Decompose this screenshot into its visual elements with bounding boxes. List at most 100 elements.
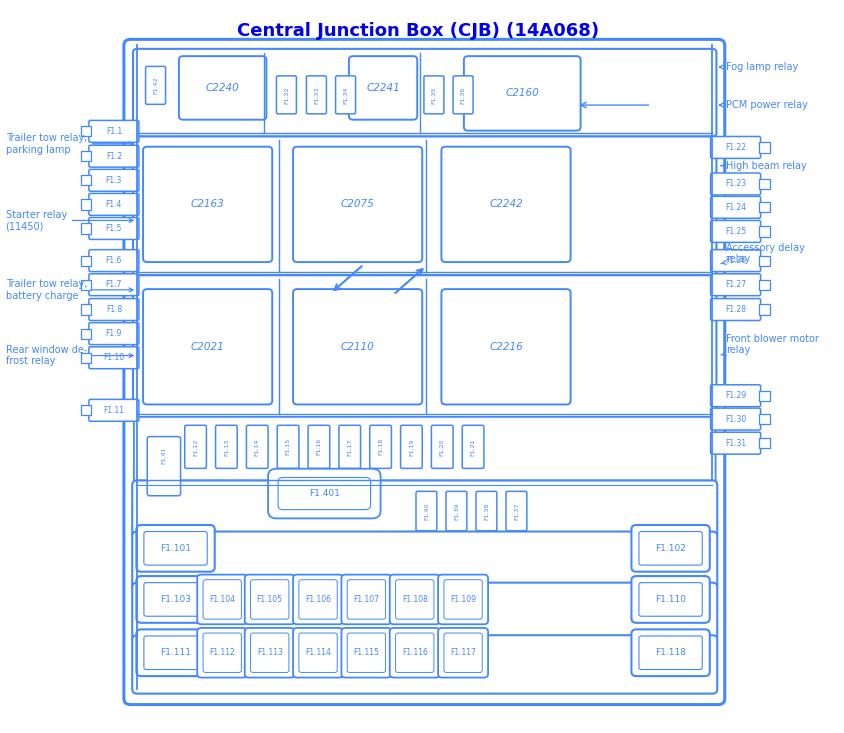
Text: C2242: C2242 [490, 199, 523, 210]
Text: Rear window de-
frost relay: Rear window de- frost relay [6, 345, 133, 366]
FancyBboxPatch shape [133, 275, 717, 418]
Bar [759, 414, 770, 424]
Text: F1.104: F1.104 [209, 595, 235, 604]
Text: PCM power relay: PCM power relay [719, 100, 809, 110]
Text: F1.401: F1.401 [309, 489, 340, 498]
Text: Trailer tow relay,
battery charge: Trailer tow relay, battery charge [6, 279, 133, 301]
Bar [759, 256, 770, 266]
FancyBboxPatch shape [145, 67, 165, 104]
Text: F1.107: F1.107 [354, 595, 380, 604]
Text: F1.4: F1.4 [106, 200, 122, 209]
FancyBboxPatch shape [133, 136, 717, 275]
Text: F1.3: F1.3 [106, 176, 122, 185]
FancyBboxPatch shape [251, 633, 289, 672]
Text: F1.35: F1.35 [431, 86, 436, 103]
Bar [759, 279, 770, 290]
Text: F1.30: F1.30 [725, 415, 746, 424]
FancyBboxPatch shape [147, 437, 181, 496]
FancyBboxPatch shape [711, 408, 760, 430]
Text: F1.10: F1.10 [103, 353, 124, 362]
FancyBboxPatch shape [506, 491, 527, 531]
FancyBboxPatch shape [245, 575, 295, 625]
Bar [759, 438, 770, 449]
FancyBboxPatch shape [441, 289, 571, 405]
FancyBboxPatch shape [179, 56, 267, 119]
Text: F1.5: F1.5 [106, 224, 122, 233]
FancyBboxPatch shape [268, 468, 381, 518]
Text: F1.111: F1.111 [160, 648, 191, 658]
FancyBboxPatch shape [308, 425, 330, 468]
Bar [80, 353, 91, 363]
FancyBboxPatch shape [446, 491, 467, 531]
FancyBboxPatch shape [631, 630, 710, 676]
FancyBboxPatch shape [342, 628, 392, 677]
Text: F1.19: F1.19 [408, 438, 414, 455]
Text: F1.22: F1.22 [725, 143, 746, 152]
Text: Central Junction Box (CJB) (14A068): Central Junction Box (CJB) (14A068) [237, 21, 599, 40]
Text: F1.13: F1.13 [224, 438, 229, 455]
Text: F1.16: F1.16 [316, 438, 322, 455]
Text: F1.102: F1.102 [655, 544, 686, 553]
Bar [80, 328, 91, 339]
FancyBboxPatch shape [444, 633, 482, 672]
FancyBboxPatch shape [89, 323, 139, 345]
FancyBboxPatch shape [299, 580, 338, 619]
Text: F1.117: F1.117 [450, 648, 476, 658]
FancyBboxPatch shape [711, 273, 760, 295]
Bar [80, 175, 91, 185]
Text: F1.116: F1.116 [402, 648, 428, 658]
Text: F1.42: F1.42 [153, 77, 158, 94]
FancyBboxPatch shape [278, 477, 371, 509]
FancyBboxPatch shape [370, 425, 392, 468]
Bar [759, 202, 770, 213]
FancyBboxPatch shape [133, 531, 717, 590]
Bar [759, 226, 770, 237]
FancyBboxPatch shape [89, 145, 139, 167]
Bar [80, 199, 91, 210]
FancyBboxPatch shape [441, 147, 571, 262]
FancyBboxPatch shape [89, 218, 139, 240]
Text: F1.108: F1.108 [402, 595, 428, 604]
FancyBboxPatch shape [306, 76, 327, 114]
FancyBboxPatch shape [444, 580, 482, 619]
Text: F1.9: F1.9 [106, 329, 122, 338]
Text: F1.36: F1.36 [461, 86, 466, 103]
FancyBboxPatch shape [631, 525, 710, 572]
Bar [759, 179, 770, 189]
FancyBboxPatch shape [347, 580, 386, 619]
FancyBboxPatch shape [89, 194, 139, 216]
Text: F1.33: F1.33 [314, 86, 319, 103]
Text: C2241: C2241 [366, 83, 400, 93]
Text: F1.12: F1.12 [193, 438, 198, 455]
Bar [759, 391, 770, 401]
Text: F1.32: F1.32 [284, 86, 289, 103]
Text: F1.17: F1.17 [347, 438, 352, 455]
Text: F1.41: F1.41 [161, 447, 166, 464]
FancyBboxPatch shape [453, 76, 473, 114]
FancyBboxPatch shape [401, 425, 422, 468]
FancyBboxPatch shape [711, 221, 760, 243]
FancyBboxPatch shape [89, 250, 139, 271]
Text: F1.37: F1.37 [514, 502, 519, 520]
FancyBboxPatch shape [143, 583, 208, 616]
Text: C2240: C2240 [206, 83, 240, 93]
FancyBboxPatch shape [124, 40, 725, 704]
FancyBboxPatch shape [89, 298, 139, 320]
FancyBboxPatch shape [89, 273, 139, 295]
Text: F1.25: F1.25 [725, 227, 746, 236]
Bar [80, 126, 91, 136]
FancyBboxPatch shape [143, 289, 273, 405]
FancyBboxPatch shape [215, 425, 237, 468]
Bar [80, 224, 91, 234]
Text: F1.24: F1.24 [725, 203, 746, 212]
Bar [759, 304, 770, 314]
Text: F1.27: F1.27 [725, 280, 746, 290]
FancyBboxPatch shape [476, 491, 497, 531]
Text: Trailer tow relay,
parking lamp: Trailer tow relay, parking lamp [6, 133, 133, 155]
Text: F1.20: F1.20 [440, 438, 445, 455]
Text: F1.8: F1.8 [106, 305, 122, 314]
FancyBboxPatch shape [416, 491, 437, 531]
FancyBboxPatch shape [639, 583, 702, 616]
Text: F1.40: F1.40 [424, 502, 429, 520]
FancyBboxPatch shape [143, 636, 208, 669]
